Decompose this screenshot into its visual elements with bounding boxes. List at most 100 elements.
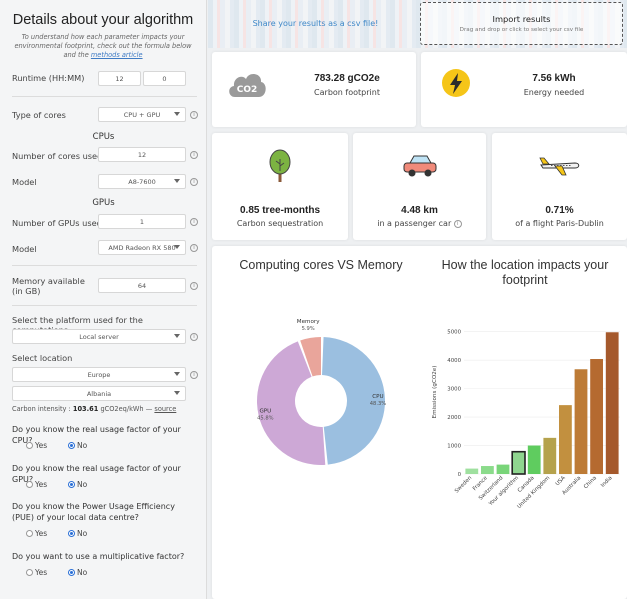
donut-value-gpu: 45.8%	[257, 415, 274, 421]
gpu-usage-question: Do you know the real usage factor of you…	[12, 464, 181, 484]
flight-card: 0.71% of a flight Paris-Dublin	[492, 133, 627, 240]
multiplicative-yes-radio[interactable]: Yes	[26, 568, 47, 577]
x-tick-label: Sweden	[454, 475, 473, 494]
x-tick-label: China	[583, 475, 598, 490]
share-csv-button[interactable]: Share your results as a csv file!	[252, 18, 379, 28]
info-icon[interactable]: i	[190, 111, 198, 119]
y-tick-label: 0	[458, 472, 462, 478]
info-icon[interactable]: i	[190, 178, 198, 186]
x-tick-label: USA	[555, 475, 567, 487]
multiplicative-no-radio[interactable]: No	[68, 568, 87, 577]
bar-chart-title: How the location impacts your footprint	[441, 258, 609, 287]
flight-label: of a flight Paris-Dublin	[515, 219, 604, 228]
pue-no-radio[interactable]: No	[68, 529, 87, 538]
cpu-model-label: Model	[12, 177, 37, 187]
donut-slice-cpu	[322, 337, 385, 465]
location-label: Select location	[12, 353, 73, 363]
bar-australia	[574, 369, 588, 474]
chevron-down-icon	[174, 372, 180, 376]
chevron-down-icon	[174, 391, 180, 395]
donut-label-memory: Memory	[297, 319, 320, 325]
bar-france	[481, 466, 494, 474]
bar-usa	[559, 405, 572, 474]
charts-card: Computing cores VS Memory How the locati…	[212, 246, 627, 599]
info-icon[interactable]: i	[190, 151, 198, 159]
memory-label: Memory available (in GB)	[12, 276, 85, 296]
country-select[interactable]: Albania	[12, 386, 186, 401]
gpu-usage-no-radio[interactable]: No	[68, 480, 87, 489]
info-icon[interactable]: i	[190, 244, 198, 252]
info-icon[interactable]: i	[190, 333, 198, 341]
runtime-label: Runtime (HH:MM)	[12, 73, 85, 83]
flight-value: 0.71%	[545, 205, 574, 216]
carbon-footprint-label: Carbon footprint	[314, 88, 380, 97]
bar-china	[590, 359, 603, 474]
car-distance-value: 4.48 km	[401, 205, 438, 216]
cpu-usage-no-radio[interactable]: No	[68, 441, 87, 450]
cpu-usage-yes-radio[interactable]: Yes	[26, 441, 47, 450]
carbon-footprint-card: CO2 783.28 gCO2e Carbon footprint	[212, 52, 416, 127]
y-tick-label: 5000	[447, 330, 461, 336]
gpus-heading: GPUs	[92, 198, 115, 208]
tree-months-value: 0.85 tree-months	[239, 205, 321, 216]
gpu-model-select[interactable]: AMD Radeon RX 580	[98, 240, 186, 255]
cores-count-input[interactable]: 12	[98, 147, 186, 162]
algorithm-details-panel: Details about your algorithm To understa…	[0, 0, 207, 599]
cpu-model-select[interactable]: A8-7600	[98, 174, 186, 189]
donut-label-cpu: CPU	[372, 394, 383, 400]
lightning-icon	[442, 69, 470, 97]
chevron-down-icon	[174, 112, 180, 116]
carbon-footprint-value: 783.28 gCO2e	[314, 73, 380, 84]
car-distance-label: in a passenger car i	[353, 219, 486, 228]
divider	[12, 96, 197, 97]
y-tick-label: 4000	[447, 358, 461, 364]
gpus-count-label: Number of GPUs used	[12, 218, 102, 228]
bar-sweden	[465, 468, 479, 474]
continent-select[interactable]: Europe	[12, 367, 186, 382]
donut-label-gpu: GPU	[259, 408, 271, 414]
source-link[interactable]: source	[154, 405, 177, 413]
memory-input[interactable]: 64	[98, 278, 186, 293]
gpus-count-input[interactable]: 1	[98, 214, 186, 229]
platform-select[interactable]: Local server	[12, 329, 186, 344]
results-area: Share your results as a csv file! Import…	[208, 0, 627, 599]
chevron-down-icon	[174, 334, 180, 338]
carbon-intensity: Carbon intensity : 103.61 gCO2eq/kWh — s…	[12, 405, 177, 413]
multiplicative-factor-question: Do you want to use a multiplicative fact…	[12, 552, 185, 561]
y-tick-label: 2000	[447, 415, 461, 421]
info-icon[interactable]: i	[190, 371, 198, 379]
runtime-minutes-input[interactable]: 0	[143, 71, 186, 86]
gpu-model-label: Model	[12, 244, 37, 254]
tree-icon	[269, 149, 291, 182]
core-type-label: Type of cores	[12, 110, 66, 120]
info-icon[interactable]: i	[190, 282, 198, 290]
plane-icon	[539, 157, 580, 176]
core-type-select[interactable]: CPU + GPU	[98, 107, 186, 122]
svg-text:CO2: CO2	[237, 85, 258, 95]
car-distance-card: 4.48 km in a passenger car i	[353, 133, 486, 240]
energy-value: 7.56 kWh	[532, 73, 576, 84]
y-axis-label: Emissions (gCO2e)	[432, 366, 438, 419]
chevron-down-icon	[174, 245, 180, 249]
runtime-hours-input[interactable]: 12	[98, 71, 141, 86]
co2-cloud-icon: CO2	[229, 73, 266, 97]
cpu-usage-question: Do you know the real usage factor of you…	[12, 425, 181, 445]
bar-your-algorithm	[511, 450, 526, 475]
divider	[12, 305, 197, 306]
methods-article-link[interactable]: methods article	[90, 51, 143, 59]
donut-value-cpu: 48.3%	[370, 401, 387, 407]
info-icon[interactable]: i	[453, 219, 462, 228]
donut-slice-gpu	[257, 341, 326, 465]
tree-months-label: Carbon sequestration	[236, 219, 324, 228]
info-icon[interactable]: i	[190, 218, 198, 226]
donut-slice-memory	[300, 337, 321, 377]
panel-title: Details about your algorithm	[12, 12, 194, 28]
energy-label: Energy needed	[523, 88, 585, 97]
x-tick-label: India	[600, 475, 614, 489]
import-results-dropzone[interactable]: Import results Drag and drop or click to…	[420, 2, 623, 45]
gpu-usage-yes-radio[interactable]: Yes	[26, 480, 47, 489]
bar-united-kingdom	[543, 437, 557, 474]
bar-india	[605, 332, 619, 474]
pue-yes-radio[interactable]: Yes	[26, 529, 47, 538]
cpus-heading: CPUs	[92, 132, 115, 142]
